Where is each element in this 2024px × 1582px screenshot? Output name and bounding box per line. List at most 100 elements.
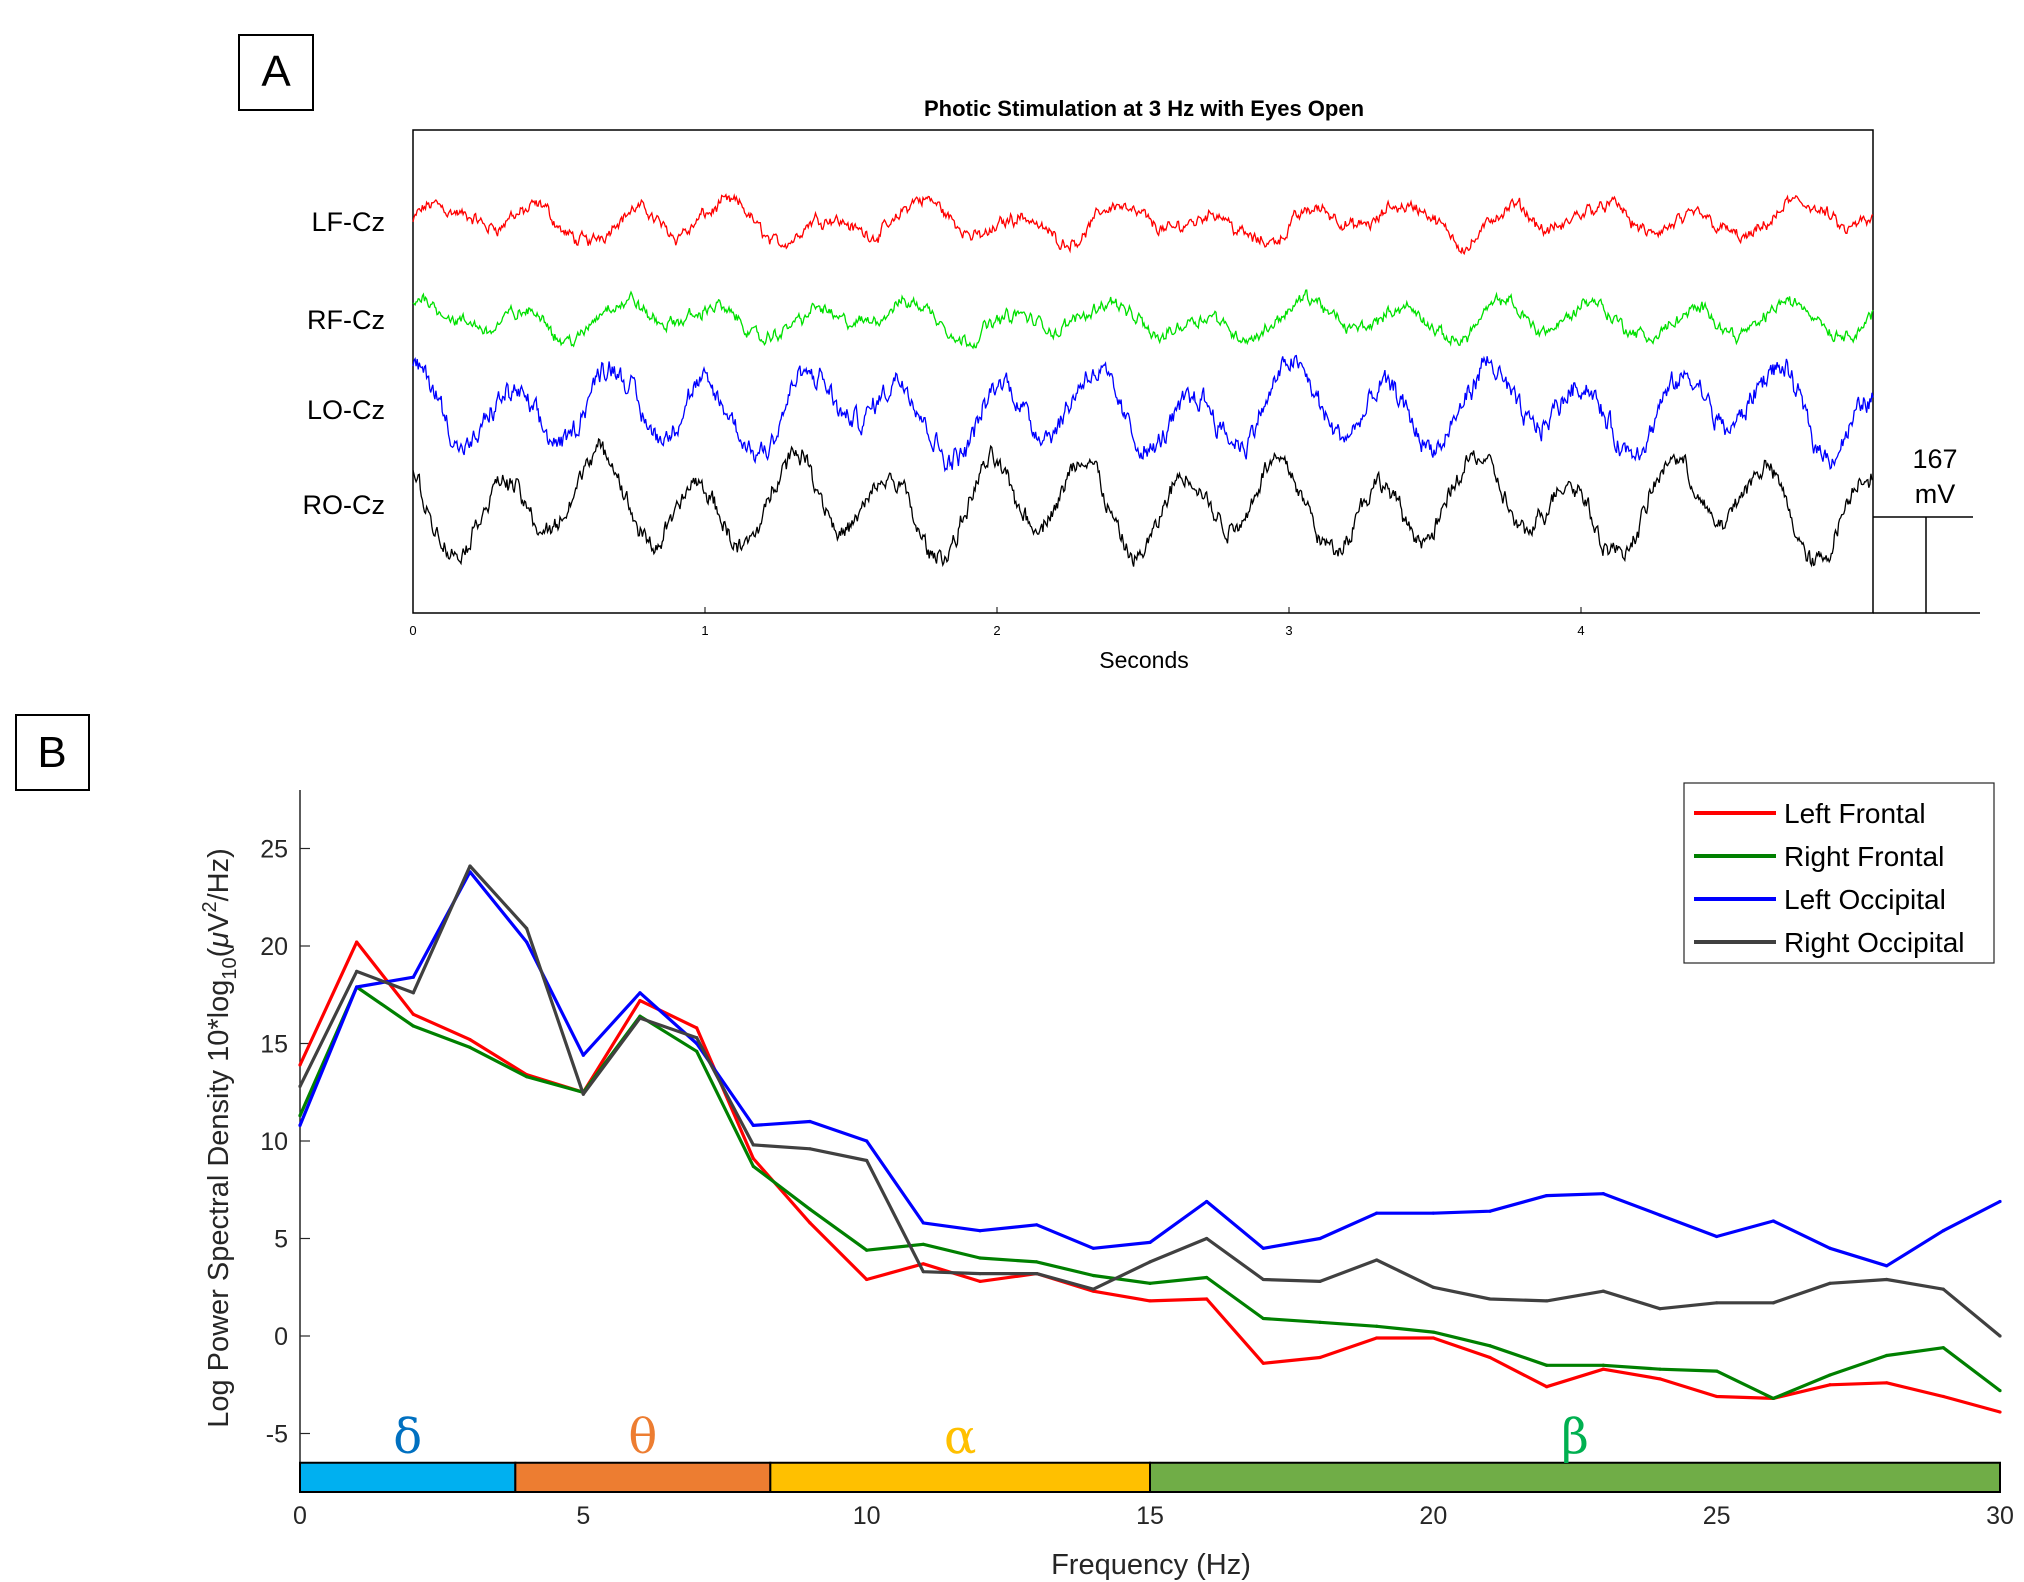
point-right-occipital-26 [1771, 1301, 1775, 1305]
band-3-bar [1149, 1461, 2001, 1493]
point-left-frontal-19 [1375, 1336, 1379, 1340]
ylabel-open: ( [203, 947, 235, 957]
point-left-frontal-11 [921, 1262, 925, 1266]
point-left-frontal-28 [1885, 1381, 1889, 1385]
point-right-frontal-3 [468, 1045, 472, 1049]
point-left-frontal-0 [298, 1063, 302, 1067]
point-left-frontal-22 [1545, 1385, 1549, 1389]
point-left-occipital-7 [695, 1041, 699, 1046]
point-left-occipital-17 [1261, 1246, 1265, 1250]
x-tick-label-20: 20 [1419, 1502, 1447, 1530]
point-left-occipital-30 [1998, 1199, 2002, 1204]
point-right-occipital-6 [638, 1016, 642, 1020]
point-right-frontal-11 [921, 1242, 925, 1246]
point-left-occipital-29 [1941, 1229, 1945, 1233]
y-tick-label-25: 25 [260, 836, 288, 864]
point-left-occipital-15 [1148, 1240, 1152, 1244]
point-right-frontal-25 [1715, 1369, 1719, 1373]
legend: Left Frontal Right Frontal Left Occipital R… [1683, 782, 1995, 964]
series-right-frontal [298, 985, 2002, 1401]
point-right-frontal-23 [1601, 1363, 1605, 1367]
point-left-occipital-8 [751, 1123, 755, 1127]
point-right-frontal-13 [1035, 1260, 1039, 1264]
point-left-frontal-20 [1431, 1336, 1435, 1340]
point-right-frontal-29 [1941, 1346, 1945, 1350]
scale-bar: 167 mV [1873, 444, 1980, 614]
point-right-frontal-27 [1828, 1373, 1832, 1377]
point-left-frontal-27 [1828, 1383, 1832, 1387]
trace-lf-cz [412, 193, 1874, 256]
series-left-occipital [298, 870, 2002, 1268]
scale-bar-unit: mV [1915, 479, 1956, 509]
band-0-bar [299, 1461, 517, 1493]
panel-a-axes-box [412, 129, 1874, 614]
point-left-occipital-24 [1658, 1213, 1662, 1217]
point-right-occipital-23 [1601, 1289, 1605, 1293]
ylabel-unit-v: V [203, 912, 235, 932]
point-right-frontal-12 [978, 1256, 982, 1260]
point-right-occipital-14 [1091, 1287, 1095, 1291]
point-right-occipital-8 [751, 1143, 755, 1147]
point-right-occipital-21 [1488, 1297, 1492, 1301]
point-right-frontal-2 [411, 1024, 415, 1028]
point-right-occipital-24 [1658, 1307, 1662, 1311]
channel-label-rf-cz: RF-Cz [307, 305, 385, 335]
x-tick-label-15: 15 [1136, 1502, 1164, 1530]
point-left-frontal-25 [1715, 1394, 1719, 1399]
point-left-frontal-7 [695, 1026, 699, 1030]
panel-a-label-box [238, 34, 314, 111]
point-right-occipital-18 [1318, 1279, 1322, 1283]
point-left-frontal-18 [1318, 1355, 1322, 1360]
point-right-occipital-29 [1941, 1287, 1945, 1291]
x-tick-label-10: 10 [853, 1502, 881, 1530]
point-left-frontal-16 [1205, 1297, 1209, 1301]
point-right-occipital-7 [695, 1036, 699, 1040]
point-left-occipital-12 [978, 1229, 982, 1233]
point-left-occipital-26 [1771, 1219, 1775, 1223]
point-right-occipital-15 [1148, 1260, 1152, 1264]
band-2-bar [769, 1461, 1151, 1493]
point-right-frontal-22 [1545, 1363, 1549, 1367]
point-right-frontal-14 [1091, 1273, 1095, 1278]
point-right-occipital-13 [1035, 1272, 1039, 1276]
panel-b-plot-area: 0 5 10 15 20 25 30 -5 0 5 10 15 20 25 δ θ α β Left Frontal… [260, 782, 2014, 1530]
point-left-occipital-11 [921, 1221, 925, 1225]
point-left-frontal-9 [808, 1221, 812, 1225]
trace-rf-cz [412, 289, 1874, 350]
x-tick-label-5: 5 [576, 1502, 590, 1530]
y-tick-label--5: -5 [266, 1421, 288, 1449]
point-left-occipital-22 [1545, 1194, 1549, 1198]
trace-ro-cz [412, 437, 1874, 568]
series-right-occipital [298, 864, 2002, 1338]
legend-label-right-frontal: Right Frontal [1784, 841, 1944, 872]
x-tick-label-30: 30 [1986, 1502, 2014, 1530]
point-left-occipital-13 [1035, 1223, 1039, 1227]
y-tick-label-0: 0 [274, 1323, 288, 1351]
panel-b-ylabel: Log Power Spectral Density 10*log10(μV2/… [199, 848, 241, 1428]
panel-b-label: B [37, 728, 66, 777]
legend-label-left-frontal: Left Frontal [1784, 798, 1926, 829]
point-left-occipital-4 [525, 940, 529, 944]
point-left-occipital-18 [1318, 1236, 1322, 1241]
point-right-occipital-4 [525, 926, 529, 931]
point-right-frontal-21 [1488, 1344, 1492, 1348]
point-right-occipital-27 [1828, 1281, 1832, 1285]
point-right-frontal-0 [298, 1114, 302, 1118]
point-right-frontal-19 [1375, 1324, 1379, 1328]
point-left-frontal-21 [1488, 1355, 1492, 1360]
point-right-occipital-11 [921, 1270, 925, 1274]
point-left-occipital-14 [1091, 1246, 1095, 1250]
point-right-occipital-0 [298, 1084, 302, 1088]
point-right-occipital-19 [1375, 1258, 1379, 1262]
point-left-occipital-27 [1828, 1246, 1832, 1250]
x-tick-label-25: 25 [1703, 1502, 1731, 1530]
x-tick-label-1: 1 [701, 623, 708, 638]
y-tick-label-5: 5 [274, 1226, 288, 1254]
y-tick-label-20: 20 [260, 933, 288, 961]
point-right-occipital-22 [1545, 1299, 1549, 1303]
panel-b-xlabel: Frequency (Hz) [1051, 1549, 1251, 1581]
ylabel-sub: 10 [219, 957, 241, 979]
point-right-frontal-18 [1318, 1320, 1322, 1324]
point-right-frontal-10 [865, 1248, 869, 1252]
panel-a-title: Photic Stimulation at 3 Hz with Eyes Ope… [924, 96, 1364, 121]
